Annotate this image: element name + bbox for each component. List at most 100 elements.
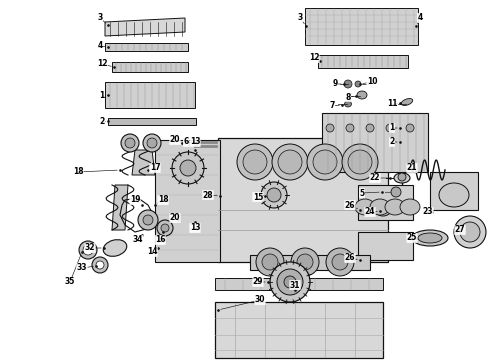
Polygon shape	[105, 18, 185, 36]
Ellipse shape	[439, 183, 469, 207]
Ellipse shape	[344, 101, 351, 107]
Text: 26: 26	[345, 253, 355, 262]
Text: 9: 9	[332, 80, 338, 89]
Text: 20: 20	[170, 135, 180, 144]
Text: 21: 21	[407, 163, 417, 172]
Ellipse shape	[284, 276, 296, 288]
Ellipse shape	[96, 261, 104, 269]
Polygon shape	[322, 113, 428, 172]
Text: 4: 4	[98, 41, 102, 50]
Ellipse shape	[394, 173, 410, 183]
Ellipse shape	[125, 138, 135, 148]
Ellipse shape	[272, 144, 308, 180]
Text: 8: 8	[345, 93, 351, 102]
Text: 17: 17	[149, 163, 160, 172]
Text: 1: 1	[99, 90, 105, 99]
Text: 12: 12	[97, 59, 107, 68]
Ellipse shape	[103, 240, 127, 256]
Text: 15: 15	[253, 193, 263, 202]
Ellipse shape	[460, 222, 480, 242]
Text: 23: 23	[423, 207, 433, 216]
Ellipse shape	[348, 150, 372, 174]
Text: 19: 19	[130, 195, 140, 204]
Polygon shape	[215, 302, 383, 358]
Ellipse shape	[291, 248, 319, 276]
Ellipse shape	[143, 215, 153, 225]
Text: 26: 26	[345, 201, 355, 210]
Polygon shape	[430, 172, 478, 210]
Text: 29: 29	[253, 278, 263, 287]
Text: 1: 1	[390, 123, 394, 132]
Polygon shape	[105, 82, 195, 108]
Ellipse shape	[92, 257, 108, 273]
Ellipse shape	[412, 230, 448, 246]
Ellipse shape	[237, 144, 273, 180]
Ellipse shape	[143, 134, 161, 152]
Text: 27: 27	[455, 225, 466, 234]
Polygon shape	[112, 62, 188, 72]
Ellipse shape	[157, 220, 173, 236]
Ellipse shape	[121, 134, 139, 152]
Polygon shape	[318, 55, 408, 68]
Text: 28: 28	[203, 190, 213, 199]
Text: 18: 18	[73, 167, 83, 176]
Text: 22: 22	[370, 174, 380, 183]
Ellipse shape	[400, 199, 420, 215]
Ellipse shape	[418, 233, 442, 243]
Ellipse shape	[83, 245, 93, 255]
Ellipse shape	[326, 248, 354, 276]
Ellipse shape	[355, 81, 361, 87]
Ellipse shape	[180, 160, 196, 176]
Text: 25: 25	[407, 234, 417, 243]
Polygon shape	[358, 232, 413, 260]
Text: 2: 2	[99, 117, 105, 126]
Text: 4: 4	[417, 13, 423, 22]
Ellipse shape	[147, 138, 157, 148]
Text: 10: 10	[367, 77, 377, 86]
Polygon shape	[105, 43, 188, 51]
Text: 3: 3	[98, 13, 102, 22]
Polygon shape	[358, 185, 413, 220]
Ellipse shape	[344, 80, 352, 88]
Polygon shape	[305, 8, 418, 45]
Ellipse shape	[375, 204, 391, 216]
Ellipse shape	[256, 248, 284, 276]
Text: 18: 18	[158, 195, 168, 204]
Text: 32: 32	[85, 243, 95, 252]
Text: 12: 12	[309, 54, 319, 63]
Text: 14: 14	[147, 248, 157, 256]
Polygon shape	[250, 255, 370, 270]
Ellipse shape	[454, 216, 486, 248]
Polygon shape	[132, 150, 155, 175]
Ellipse shape	[326, 124, 334, 132]
Text: 5: 5	[360, 189, 365, 198]
Text: 31: 31	[290, 280, 300, 289]
Ellipse shape	[161, 224, 169, 232]
Text: 2: 2	[390, 138, 394, 147]
Ellipse shape	[172, 152, 204, 184]
Ellipse shape	[406, 124, 414, 132]
Polygon shape	[155, 140, 220, 262]
Ellipse shape	[357, 91, 367, 99]
Ellipse shape	[307, 144, 343, 180]
Polygon shape	[218, 138, 388, 262]
Ellipse shape	[270, 262, 310, 302]
Ellipse shape	[261, 182, 287, 208]
Text: 20: 20	[170, 213, 180, 222]
Ellipse shape	[267, 188, 281, 202]
Ellipse shape	[391, 187, 401, 197]
Ellipse shape	[355, 199, 375, 215]
Text: 7: 7	[329, 102, 335, 111]
Text: 11: 11	[387, 99, 397, 108]
Ellipse shape	[370, 199, 390, 215]
Ellipse shape	[385, 199, 405, 215]
Ellipse shape	[313, 150, 337, 174]
Ellipse shape	[398, 173, 406, 181]
Ellipse shape	[262, 254, 278, 270]
Ellipse shape	[342, 144, 378, 180]
Text: 33: 33	[77, 264, 87, 273]
Ellipse shape	[297, 254, 313, 270]
Text: 34: 34	[133, 235, 143, 244]
Ellipse shape	[346, 124, 354, 132]
Text: 6: 6	[183, 138, 189, 147]
